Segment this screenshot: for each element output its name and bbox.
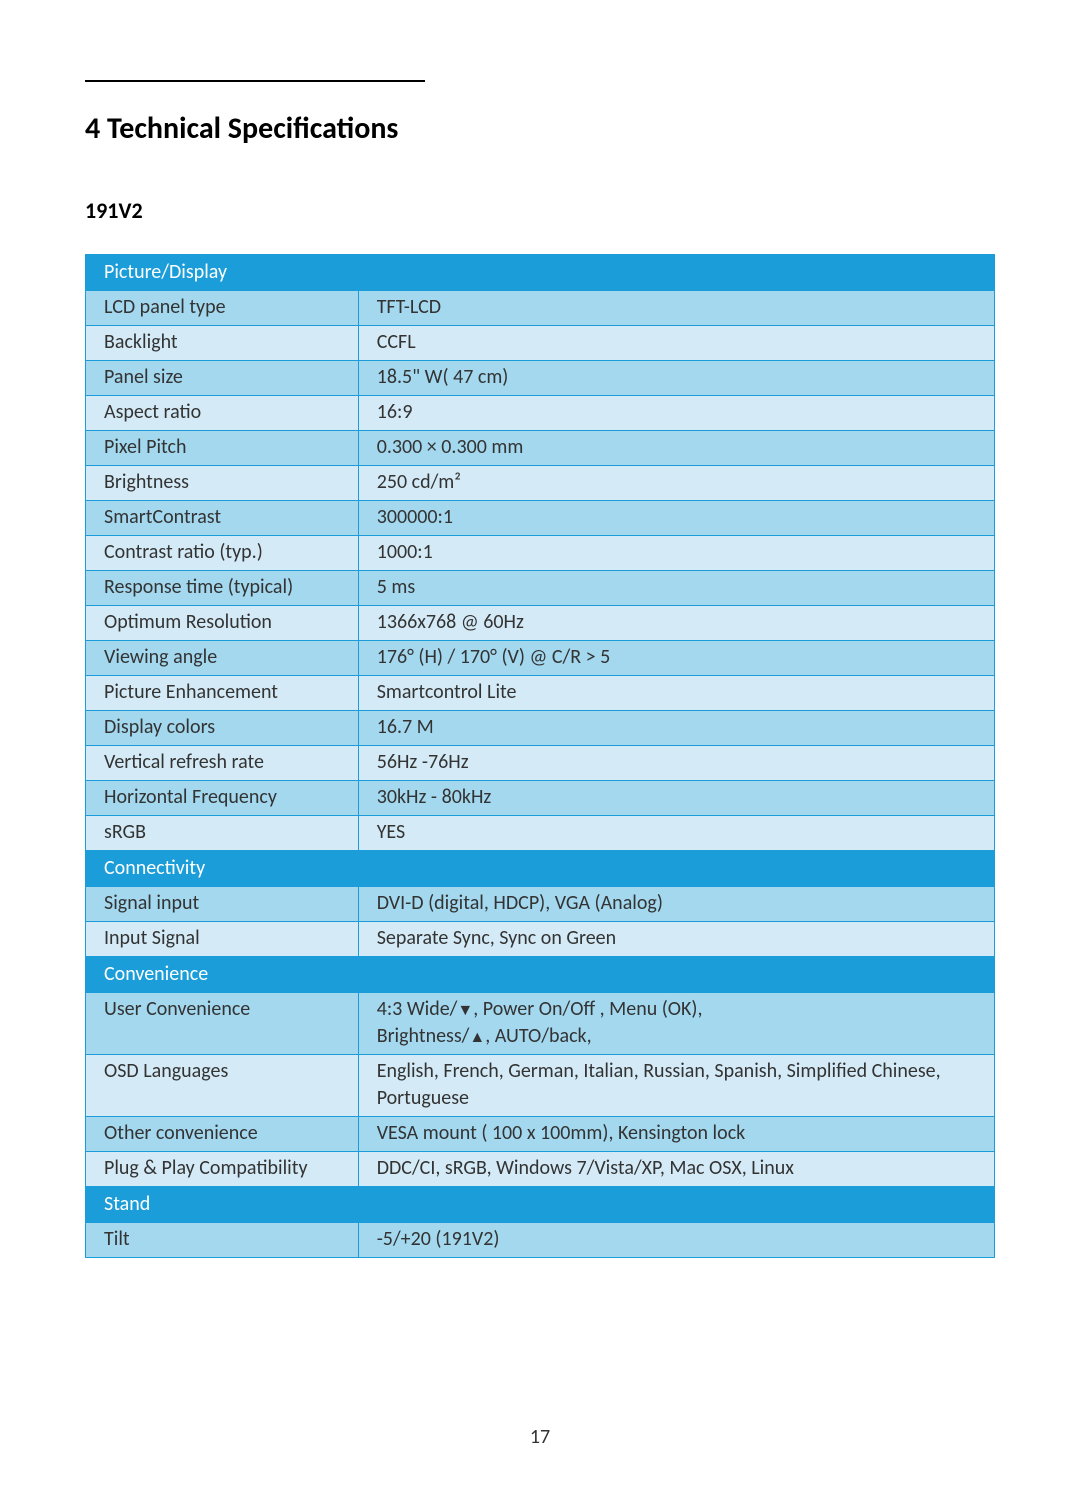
section-title: Connectivity — [86, 851, 995, 887]
spec-label: Viewing angle — [86, 641, 359, 676]
spec-row: Response time (typical)5 ms — [86, 571, 995, 606]
spec-label: sRGB — [86, 816, 359, 851]
spec-value: English, French, German, Italian, Russia… — [358, 1055, 994, 1117]
spec-label: Display colors — [86, 711, 359, 746]
spec-value: -5/+20 (191V2) — [358, 1223, 994, 1258]
spec-row: Tilt-5/+20 (191V2) — [86, 1223, 995, 1258]
section-header: Picture/Display — [86, 255, 995, 291]
spec-row: Brightness250 cd/m² — [86, 466, 995, 501]
spec-label: Horizontal Frequency — [86, 781, 359, 816]
spec-value: 16:9 — [358, 396, 994, 431]
section-title: Picture/Display — [86, 255, 995, 291]
spec-label: Optimum Resolution — [86, 606, 359, 641]
spec-row: sRGBYES — [86, 816, 995, 851]
spec-label: Backlight — [86, 326, 359, 361]
spec-row: OSD LanguagesEnglish, French, German, It… — [86, 1055, 995, 1117]
spec-value: DVI-D (digital, HDCP), VGA (Analog) — [358, 887, 994, 922]
spec-value: 4:3 Wide/, Power On/Off , Menu (OK),Brig… — [358, 993, 994, 1055]
spec-label: LCD panel type — [86, 291, 359, 326]
spec-row: Display colors16.7 M — [86, 711, 995, 746]
spec-label: Other convenience — [86, 1117, 359, 1152]
spec-row: SmartContrast300000:1 — [86, 501, 995, 536]
spec-row: User Convenience4:3 Wide/, Power On/Off … — [86, 993, 995, 1055]
spec-label: Tilt — [86, 1223, 359, 1258]
page-heading: 4 Technical Specifications — [85, 110, 995, 147]
spec-label: Contrast ratio (typ.) — [86, 536, 359, 571]
spec-value: DDC/CI, sRGB, Windows 7/Vista/XP, Mac OS… — [358, 1152, 994, 1187]
spec-label: Picture Enhancement — [86, 676, 359, 711]
spec-label: User Convenience — [86, 993, 359, 1055]
spec-row: Aspect ratio16:9 — [86, 396, 995, 431]
spec-row: Vertical refresh rate56Hz -76Hz — [86, 746, 995, 781]
spec-value: 300000:1 — [358, 501, 994, 536]
spec-label: Brightness — [86, 466, 359, 501]
spec-row: Horizontal Frequency30kHz - 80kHz — [86, 781, 995, 816]
spec-row: Other convenienceVESA mount ( 100 x 100m… — [86, 1117, 995, 1152]
spec-row: Panel size18.5" W( 47 cm) — [86, 361, 995, 396]
spec-value: CCFL — [358, 326, 994, 361]
spec-row: BacklightCCFL — [86, 326, 995, 361]
spec-label: Response time (typical) — [86, 571, 359, 606]
section-header: Connectivity — [86, 851, 995, 887]
spec-label: Input Signal — [86, 922, 359, 957]
spec-label: Pixel Pitch — [86, 431, 359, 466]
spec-value: YES — [358, 816, 994, 851]
spec-row: Viewing angle176° (H) / 170° (V) @ C/R >… — [86, 641, 995, 676]
spec-label: Vertical refresh rate — [86, 746, 359, 781]
spec-table: Picture/DisplayLCD panel typeTFT-LCDBack… — [85, 254, 995, 1258]
spec-value: 5 ms — [358, 571, 994, 606]
spec-label: Panel size — [86, 361, 359, 396]
spec-value: 30kHz - 80kHz — [358, 781, 994, 816]
spec-value: 18.5" W( 47 cm) — [358, 361, 994, 396]
spec-value: VESA mount ( 100 x 100mm), Kensington lo… — [358, 1117, 994, 1152]
spec-label: Plug & Play Compatibility — [86, 1152, 359, 1187]
section-title: Stand — [86, 1187, 995, 1223]
spec-value: 0.300 × 0.300 mm — [358, 431, 994, 466]
spec-row: Optimum Resolution1366x768 @ 60Hz — [86, 606, 995, 641]
section-header: Convenience — [86, 957, 995, 993]
page: 4 Technical Specifications 191V2 Picture… — [0, 0, 1080, 1509]
spec-value: 250 cd/m² — [358, 466, 994, 501]
spec-value: 1000:1 — [358, 536, 994, 571]
spec-label: SmartContrast — [86, 501, 359, 536]
spec-value: 16.7 M — [358, 711, 994, 746]
spec-row: Picture EnhancementSmartcontrol Lite — [86, 676, 995, 711]
section-title: Convenience — [86, 957, 995, 993]
model-number: 191V2 — [85, 197, 995, 224]
spec-row: Contrast ratio (typ.)1000:1 — [86, 536, 995, 571]
page-number: 17 — [0, 1425, 1080, 1449]
spec-row: Plug & Play CompatibilityDDC/CI, sRGB, W… — [86, 1152, 995, 1187]
top-rule — [85, 80, 425, 82]
spec-value: Smartcontrol Lite — [358, 676, 994, 711]
spec-row: Signal inputDVI-D (digital, HDCP), VGA (… — [86, 887, 995, 922]
spec-row: Pixel Pitch0.300 × 0.300 mm — [86, 431, 995, 466]
spec-value: Separate Sync, Sync on Green — [358, 922, 994, 957]
spec-row: Input SignalSeparate Sync, Sync on Green — [86, 922, 995, 957]
spec-row: LCD panel typeTFT-LCD — [86, 291, 995, 326]
section-header: Stand — [86, 1187, 995, 1223]
spec-label: Signal input — [86, 887, 359, 922]
spec-value: TFT-LCD — [358, 291, 994, 326]
spec-label: Aspect ratio — [86, 396, 359, 431]
spec-value: 176° (H) / 170° (V) @ C/R > 5 — [358, 641, 994, 676]
spec-value: 56Hz -76Hz — [358, 746, 994, 781]
spec-value: 1366x768 @ 60Hz — [358, 606, 994, 641]
spec-label: OSD Languages — [86, 1055, 359, 1117]
